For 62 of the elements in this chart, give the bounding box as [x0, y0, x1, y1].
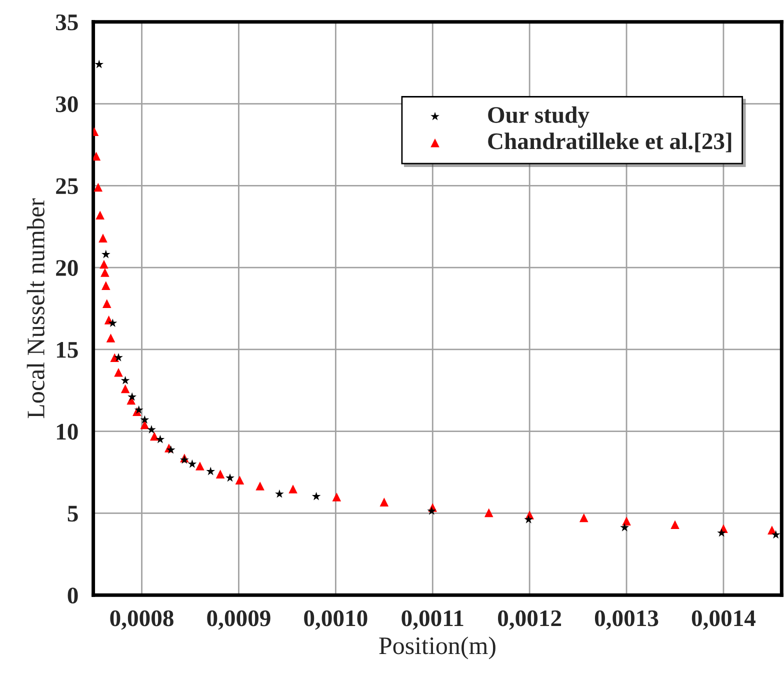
point	[579, 513, 588, 522]
point	[226, 473, 234, 482]
point	[108, 318, 118, 327]
point	[524, 514, 534, 524]
point	[235, 476, 244, 485]
point	[98, 234, 108, 242]
point	[188, 459, 197, 468]
legend-label: Chandratilleke et al.[23]	[488, 132, 732, 152]
point	[106, 334, 116, 342]
y-tick-label: 25	[56, 178, 78, 194]
point	[114, 368, 123, 377]
x-axis-title: Position(m)	[379, 636, 496, 660]
y-tick-label: 20	[56, 260, 78, 276]
point	[771, 530, 780, 539]
point	[206, 466, 216, 476]
point	[484, 508, 494, 518]
point	[94, 182, 103, 192]
y-tick-label: 10	[56, 424, 78, 440]
x-tick-label: 0,0010	[304, 610, 368, 630]
point	[134, 405, 144, 414]
point	[670, 520, 680, 530]
point	[96, 210, 104, 220]
point	[101, 250, 110, 258]
point	[380, 498, 389, 506]
y-tick-label: 5	[68, 506, 78, 522]
point	[147, 425, 156, 434]
point	[93, 152, 101, 161]
point	[114, 352, 123, 362]
x-tick-label: 0,0012	[498, 610, 562, 630]
point	[150, 432, 159, 441]
point	[275, 489, 284, 498]
point	[288, 484, 298, 494]
point	[196, 462, 204, 470]
point	[312, 492, 321, 500]
point	[102, 281, 110, 290]
point	[94, 60, 104, 68]
point	[332, 492, 342, 502]
y-tick-label: 15	[56, 342, 78, 358]
point	[100, 268, 110, 277]
point	[100, 260, 108, 269]
y-tick-label: 35	[56, 14, 78, 30]
point	[216, 470, 225, 478]
x-tick-label: 0,0013	[594, 610, 658, 630]
point	[120, 384, 130, 394]
x-tick-label: 0,0014	[692, 610, 756, 630]
point	[427, 506, 436, 515]
point	[622, 516, 631, 526]
x-tick-label: 0,0011	[402, 610, 464, 630]
y-axis-title: Local Nusselt number	[26, 198, 44, 418]
legend-label: Our study	[488, 106, 590, 128]
point	[156, 434, 165, 444]
x-tick-label: 0,0008	[110, 610, 174, 630]
y-tick-label: 30	[56, 96, 78, 112]
point	[256, 482, 264, 490]
point	[120, 376, 130, 384]
point	[620, 522, 630, 532]
point	[128, 392, 137, 401]
x-tick-label: 0,0009	[207, 610, 270, 630]
point	[717, 528, 726, 537]
point	[102, 299, 112, 308]
point	[140, 415, 150, 424]
y-tick-label: 0	[68, 588, 78, 604]
